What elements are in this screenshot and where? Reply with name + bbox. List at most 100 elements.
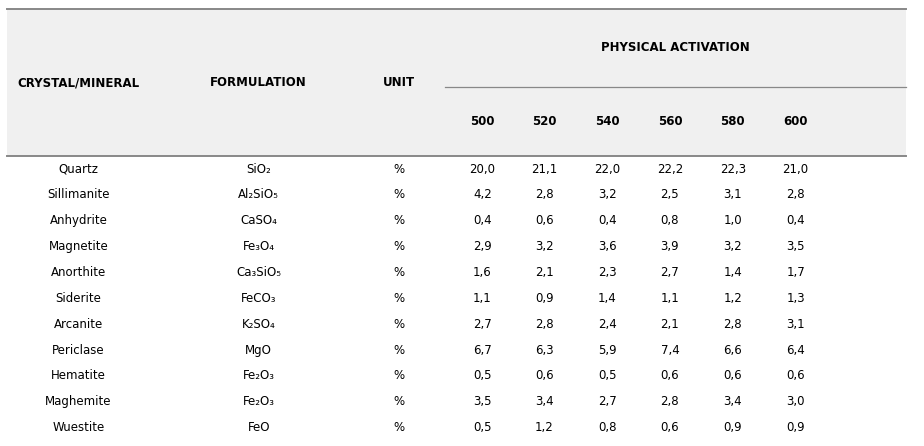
Text: PHYSICAL ACTIVATION: PHYSICAL ACTIVATION (602, 41, 749, 54)
Text: 3,0: 3,0 (786, 395, 805, 409)
Text: 3,4: 3,4 (723, 395, 742, 409)
Text: 1,7: 1,7 (786, 266, 805, 279)
Text: 3,9: 3,9 (661, 240, 679, 253)
Text: 2,9: 2,9 (473, 240, 492, 253)
Text: 3,2: 3,2 (598, 188, 616, 202)
Text: 2,3: 2,3 (598, 266, 616, 279)
Text: 2,1: 2,1 (535, 266, 553, 279)
Text: 0,5: 0,5 (473, 421, 492, 434)
Text: FORMULATION: FORMULATION (211, 76, 307, 89)
Text: 3,1: 3,1 (786, 318, 805, 331)
Text: Al₂SiO₅: Al₂SiO₅ (238, 188, 279, 202)
Text: 0,4: 0,4 (473, 214, 492, 227)
Text: 1,1: 1,1 (661, 292, 679, 305)
Text: 0,9: 0,9 (535, 292, 553, 305)
Text: 580: 580 (721, 115, 745, 128)
Text: 1,2: 1,2 (723, 292, 742, 305)
Text: 1,3: 1,3 (786, 292, 805, 305)
Text: Periclase: Periclase (53, 343, 104, 357)
Text: Magnetite: Magnetite (49, 240, 108, 253)
Text: SiO₂: SiO₂ (247, 162, 271, 176)
Text: %: % (394, 343, 405, 357)
Text: 1,1: 1,1 (473, 292, 492, 305)
Text: 0,8: 0,8 (661, 214, 679, 227)
Text: 0,5: 0,5 (598, 369, 616, 383)
Text: %: % (394, 369, 405, 383)
Text: 2,5: 2,5 (661, 188, 679, 202)
Text: Fe₂O₃: Fe₂O₃ (243, 369, 274, 383)
Text: 0,6: 0,6 (786, 369, 805, 383)
Text: 540: 540 (595, 115, 619, 128)
Text: 0,6: 0,6 (661, 421, 679, 434)
Text: 3,2: 3,2 (723, 240, 742, 253)
Text: 0,6: 0,6 (661, 369, 679, 383)
Text: 2,1: 2,1 (661, 318, 679, 331)
Text: 3,1: 3,1 (723, 188, 742, 202)
Text: 0,4: 0,4 (786, 214, 805, 227)
Text: MgO: MgO (245, 343, 273, 357)
Text: 20,0: 20,0 (469, 162, 495, 176)
Text: 3,6: 3,6 (598, 240, 616, 253)
Text: %: % (394, 240, 405, 253)
Text: %: % (394, 214, 405, 227)
Text: 6,7: 6,7 (473, 343, 492, 357)
Text: UNIT: UNIT (383, 76, 415, 89)
Text: Wuestite: Wuestite (53, 421, 104, 434)
Text: Maghemite: Maghemite (45, 395, 112, 409)
Text: 1,0: 1,0 (723, 214, 742, 227)
Text: %: % (394, 292, 405, 305)
Text: Hematite: Hematite (51, 369, 106, 383)
Text: CaSO₄: CaSO₄ (240, 214, 277, 227)
Text: 2,8: 2,8 (723, 318, 742, 331)
Text: 22,0: 22,0 (594, 162, 620, 176)
Text: 5,9: 5,9 (598, 343, 616, 357)
Text: 1,6: 1,6 (473, 266, 492, 279)
Text: 4,2: 4,2 (473, 188, 492, 202)
Text: 0,9: 0,9 (723, 421, 742, 434)
Text: 500: 500 (470, 115, 494, 128)
Text: 1,4: 1,4 (598, 292, 616, 305)
Text: K₂SO₄: K₂SO₄ (242, 318, 275, 331)
Text: 560: 560 (658, 115, 682, 128)
Text: Ca₃SiO₅: Ca₃SiO₅ (237, 266, 281, 279)
Text: %: % (394, 266, 405, 279)
Text: %: % (394, 188, 405, 202)
Text: 2,7: 2,7 (598, 395, 616, 409)
Text: 520: 520 (532, 115, 556, 128)
Text: 0,4: 0,4 (598, 214, 616, 227)
Text: 2,4: 2,4 (598, 318, 616, 331)
Text: 0,6: 0,6 (723, 369, 742, 383)
Text: Quartz: Quartz (58, 162, 99, 176)
Text: 2,8: 2,8 (786, 188, 805, 202)
Text: 2,7: 2,7 (473, 318, 492, 331)
Text: %: % (394, 162, 405, 176)
Text: 3,5: 3,5 (473, 395, 492, 409)
Text: 6,4: 6,4 (786, 343, 805, 357)
Text: Arcanite: Arcanite (54, 318, 103, 331)
Text: FeO: FeO (248, 421, 270, 434)
Text: Siderite: Siderite (55, 292, 102, 305)
Text: 3,2: 3,2 (535, 240, 553, 253)
Text: 2,8: 2,8 (535, 188, 553, 202)
Text: 6,6: 6,6 (723, 343, 742, 357)
Text: Anhydrite: Anhydrite (50, 214, 107, 227)
Text: 22,2: 22,2 (657, 162, 683, 176)
Text: 0,6: 0,6 (535, 369, 553, 383)
Text: 0,8: 0,8 (598, 421, 616, 434)
Text: 3,4: 3,4 (535, 395, 553, 409)
Text: Fe₃O₄: Fe₃O₄ (243, 240, 274, 253)
Text: Sillimanite: Sillimanite (47, 188, 110, 202)
Text: 3,5: 3,5 (786, 240, 805, 253)
Text: 21,0: 21,0 (783, 162, 808, 176)
Text: 0,9: 0,9 (786, 421, 805, 434)
Text: 1,4: 1,4 (723, 266, 742, 279)
Text: %: % (394, 318, 405, 331)
Text: 2,7: 2,7 (661, 266, 679, 279)
Text: %: % (394, 421, 405, 434)
Text: 6,3: 6,3 (535, 343, 553, 357)
Text: 7,4: 7,4 (661, 343, 679, 357)
Text: 0,5: 0,5 (473, 369, 492, 383)
Text: Anorthite: Anorthite (51, 266, 106, 279)
Text: 2,8: 2,8 (535, 318, 553, 331)
Text: 2,8: 2,8 (661, 395, 679, 409)
